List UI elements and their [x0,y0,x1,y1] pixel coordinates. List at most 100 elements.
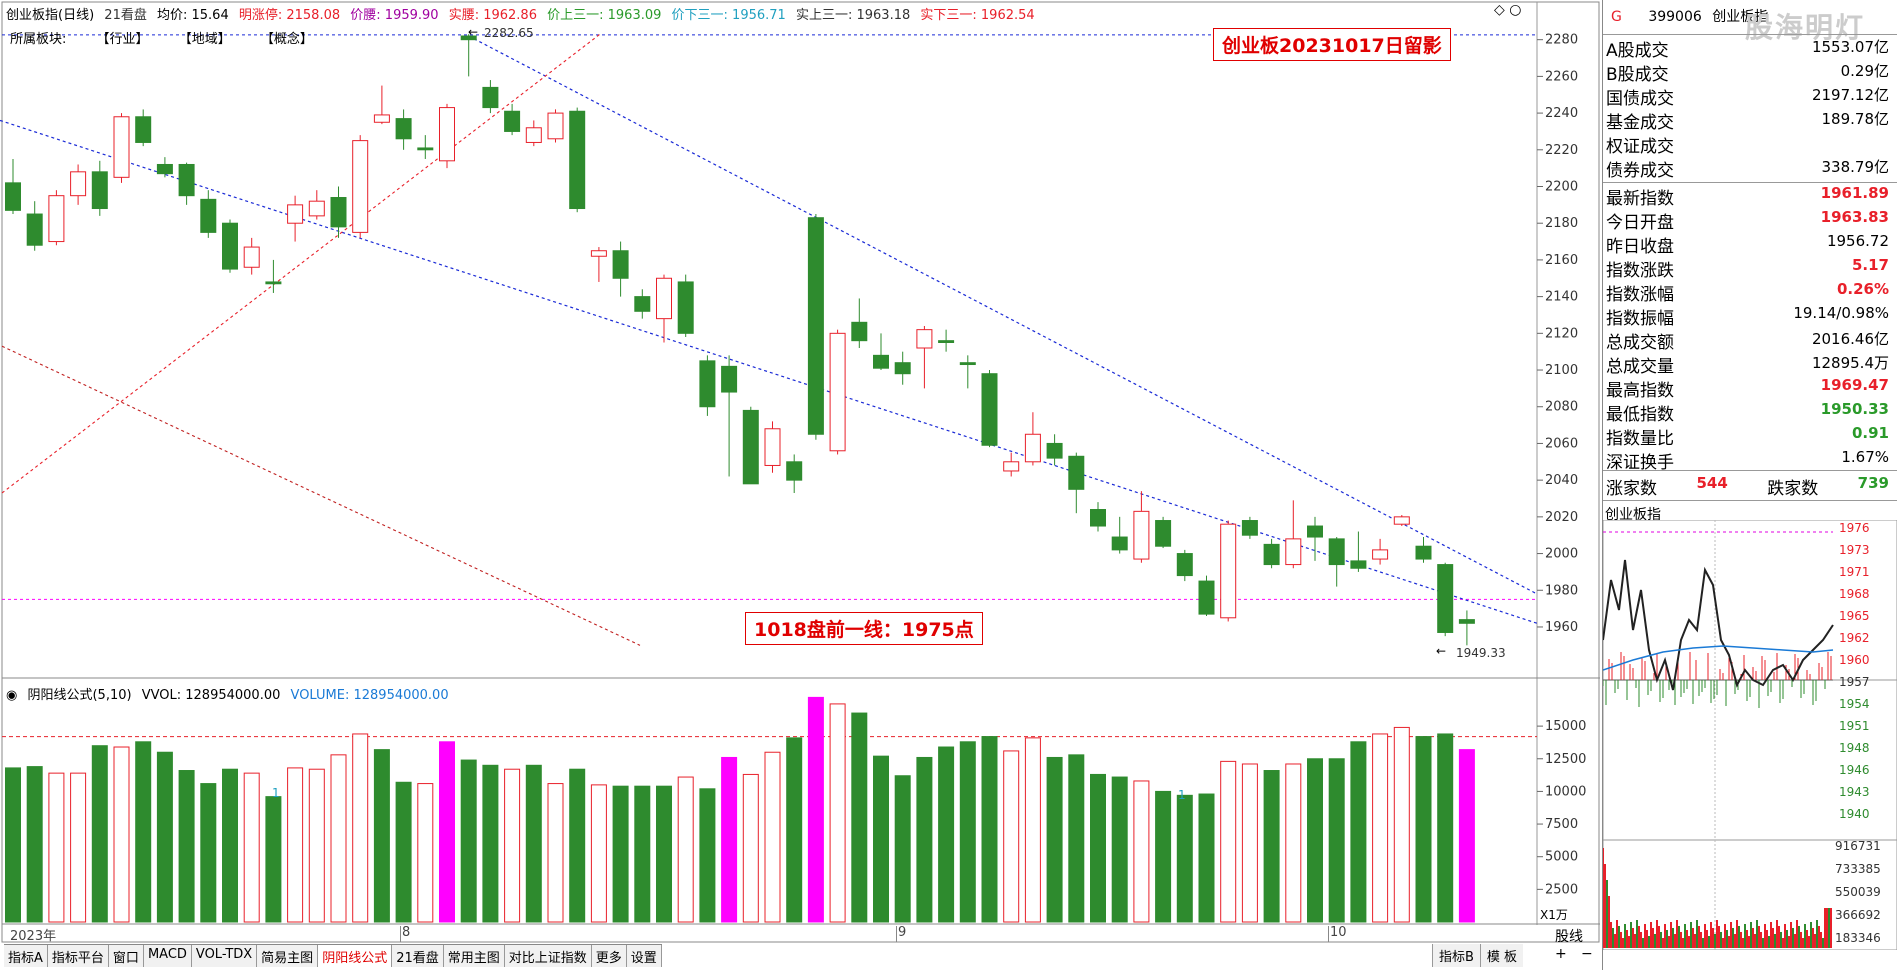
tab-21kanpan[interactable]: 21看盘 [392,945,444,967]
tab-compare-sh[interactable]: 对比上证指数 [504,945,592,967]
candle-body [135,116,152,143]
candle-body [70,171,87,197]
candle-body [1111,536,1128,551]
mini-axis-label: 1973 [1839,543,1870,557]
quote-value: 1969.47 [1820,376,1889,394]
quote-label: 权证成交 [1606,137,1674,157]
vol-marker-1: 1 [272,786,280,800]
tab-simple-main[interactable]: 简易主图 [257,945,319,967]
indicator-name[interactable]: 阴阳线公式(5,10) [27,688,132,703]
price-tick-label: 2120 [1545,326,1578,341]
mini-plus-button[interactable]: + [1555,946,1567,962]
candle-body [1155,520,1172,547]
mini-axis-label: 1960 [1839,653,1870,667]
candle-body [352,140,369,233]
period-menu[interactable]: 21看盘 [104,8,147,23]
candle-body [764,428,781,466]
volume-bar [460,759,477,923]
candle-body [677,281,694,334]
volume-bar [656,785,672,923]
volume-bar [547,783,564,923]
candle-body [981,373,998,446]
indicator-tabs: 指标A 指标平台 窗口 MACD VOL-TDX 简易主图 阴阳线公式 21看盘… [4,944,662,967]
down-count-label: 跌家数 [1767,479,1819,499]
quote-value: 5.17 [1851,256,1889,274]
date-sep: 9 [898,925,907,940]
bottom-note: 1018盘前一线：1975点 [745,612,983,645]
price-tick-label: 2180 [1545,216,1578,231]
date-year: 2023年 [10,929,57,944]
tab-common-main[interactable]: 常用主图 [443,945,505,967]
candle-body [807,217,824,435]
indicator-toggle-icon[interactable]: ◉ [6,688,18,703]
mini-vol-axis-label: 366692 [1835,908,1881,922]
volume-bar [959,741,976,923]
candle-body [612,250,629,279]
volume-bar [308,768,325,923]
tab-indicator-a[interactable]: 指标A [4,945,48,967]
board-industry[interactable]: 【行业】 [96,32,149,47]
candle-body [200,198,217,233]
chart-title[interactable]: 创业板指(日线) [6,8,95,23]
mini-minus-button[interactable]: − [1581,946,1593,962]
tab-indicator-platform[interactable]: 指标平台 [47,945,109,967]
board-region[interactable]: 【地域】 [178,32,231,47]
candle-body [1350,560,1367,569]
volume-bar [373,749,390,923]
chart-header: 创业板指(日线) 21看盘 均价: 15.64 明涨停: 2158.08 价腰:… [6,4,1041,23]
tab-indicator-b[interactable]: 指标B [1432,944,1480,967]
volume-bar [1111,776,1128,923]
volume-bar [634,785,651,923]
candle-body [786,461,803,481]
volume-bar [590,784,607,923]
tab-more[interactable]: 更多 [591,945,627,967]
tab-window[interactable]: 窗口 [108,945,144,967]
candle-body [1024,433,1041,463]
candle-body [1415,545,1432,560]
quote-label: 总成交量 [1606,357,1674,377]
volume-tick-label: 2500 [1545,882,1578,897]
quote-value: 12895.4万 [1811,354,1889,372]
tab-yinyang-formula[interactable]: 阴阳线公式 [318,945,393,967]
main-chart[interactable]: 15000 12500 10000 7500 5000 2500 2280 2260 2240… [0,0,1602,944]
volume-bar [1393,726,1410,923]
tab-template[interactable]: 模 板 [1479,944,1524,967]
limit-up: 明涨停: 2158.08 [238,8,341,23]
mini-price-line [1603,559,1834,691]
quote-value: 2197.12亿 [1811,86,1889,104]
tab-vol-tdx[interactable]: VOL-TDX [191,945,258,967]
mini-intraday-chart[interactable]: 1976 1973 1971 1968 1965 1962 1960 1957 1954 1951… [1603,520,1897,950]
mini-chart-title: 创业板指 [1605,507,1661,523]
candle-body [656,277,672,320]
mini-avg-line [1603,645,1834,671]
volume-bar [764,751,781,923]
volume-tick-label: 15000 [1545,719,1586,734]
volume-bar [1068,754,1085,923]
up-count: 544 [1696,474,1728,492]
candle-body [1220,523,1237,619]
volume-bar [1046,756,1063,923]
price-tick-label: 2080 [1545,400,1578,415]
diamond-icon[interactable]: ◇ ○ [1494,2,1522,18]
mini-axis-label: 1971 [1839,565,1870,579]
candle-body [916,329,933,349]
price-tick-label: 2020 [1545,510,1578,525]
candle-body [113,116,130,178]
quote-row: 总成交量 12895.4万 [1603,352,1893,377]
candle-body [634,296,651,312]
price-tick-label: 2100 [1545,363,1578,378]
volume-bar [981,736,998,923]
board-concept[interactable]: 【概念】 [260,32,313,47]
trend-line-upper [468,35,1538,595]
tab-settings[interactable]: 设置 [626,945,662,967]
mini-axis-label: 1946 [1839,763,1870,777]
price-tick-label: 2140 [1545,290,1578,305]
quote-row: 债券成交 338.79亿 [1603,156,1893,181]
date-aug: 8 [402,925,411,940]
tab-macd[interactable]: MACD [143,945,192,967]
volume-bar [48,772,65,923]
quote-label: 最高指数 [1606,381,1674,401]
quote-label: 指数振幅 [1606,309,1674,329]
avg-price: 均价: 15.64 [156,8,229,23]
candle-body [1068,455,1085,490]
